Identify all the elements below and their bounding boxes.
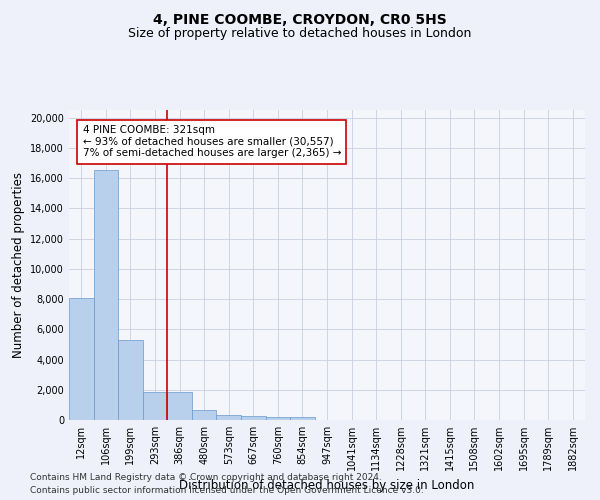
Bar (241, 416, 266, 420)
Bar (217, 414, 241, 420)
Text: 4, PINE COOMBE, CROYDON, CR0 5HS: 4, PINE COOMBE, CROYDON, CR0 5HS (153, 12, 447, 26)
X-axis label: Distribution of detached houses by size in London: Distribution of detached houses by size … (179, 478, 475, 492)
Bar (192, 410, 217, 420)
Bar (94, 170, 118, 420)
Text: Contains HM Land Registry data © Crown copyright and database right 2024.: Contains HM Land Registry data © Crown c… (30, 472, 382, 482)
Y-axis label: Number of detached properties: Number of detached properties (12, 172, 25, 358)
Text: Contains public sector information licensed under the Open Government Licence v3: Contains public sector information licen… (30, 486, 424, 495)
Text: Size of property relative to detached houses in London: Size of property relative to detached ho… (128, 28, 472, 40)
Bar (69, 298, 94, 420)
Text: 4 PINE COOMBE: 321sqm
← 93% of detached houses are smaller (30,557)
7% of semi-d: 4 PINE COOMBE: 321sqm ← 93% of detached … (83, 125, 341, 158)
Bar (266, 416, 290, 420)
Bar (290, 418, 315, 420)
Bar (118, 340, 143, 420)
Bar (143, 392, 167, 420)
Bar (167, 392, 192, 420)
